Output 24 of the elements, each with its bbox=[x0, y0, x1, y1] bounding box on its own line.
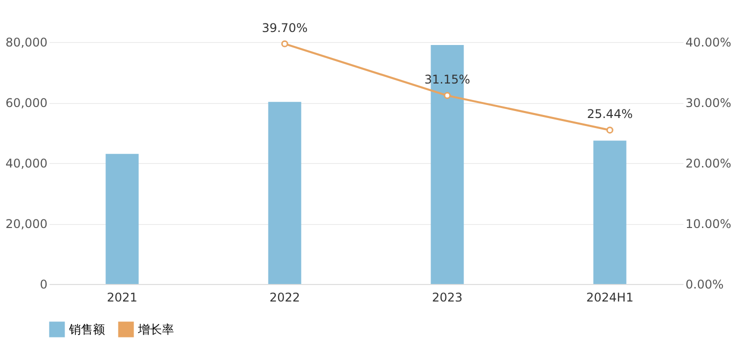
point bbox=[444, 92, 451, 100]
point bbox=[281, 40, 288, 48]
y-tick-label: 40,000 bbox=[6, 156, 48, 170]
bar bbox=[268, 102, 302, 284]
point bbox=[606, 126, 614, 134]
y-tick-label: 80,000 bbox=[6, 36, 48, 50]
bar bbox=[106, 154, 139, 284]
y-tick-label: 20,000 bbox=[6, 217, 48, 231]
y2-tick-label: 20.00% bbox=[686, 156, 732, 170]
x-tick-label: 2022 bbox=[269, 290, 300, 304]
data-label: 25.44% bbox=[586, 107, 633, 122]
y-tick-label: 0 bbox=[40, 278, 48, 292]
x-tick-label: 2023 bbox=[432, 290, 463, 304]
y2-tick-label: 0.00% bbox=[686, 278, 724, 292]
bar bbox=[593, 140, 626, 284]
legend-label: 增长率 bbox=[137, 322, 174, 336]
x-tick-label: 2024H1 bbox=[586, 290, 634, 304]
data-label: 39.70% bbox=[262, 20, 308, 35]
y2-tick-label: 10.00% bbox=[686, 217, 732, 231]
y2-tick-label: 30.00% bbox=[686, 96, 732, 110]
y-tick-label: 60,000 bbox=[6, 96, 48, 110]
legend-label: 销售额 bbox=[68, 322, 105, 336]
y2-tick-label: 40.00% bbox=[686, 36, 732, 50]
x-tick-label: 2021 bbox=[106, 290, 138, 304]
